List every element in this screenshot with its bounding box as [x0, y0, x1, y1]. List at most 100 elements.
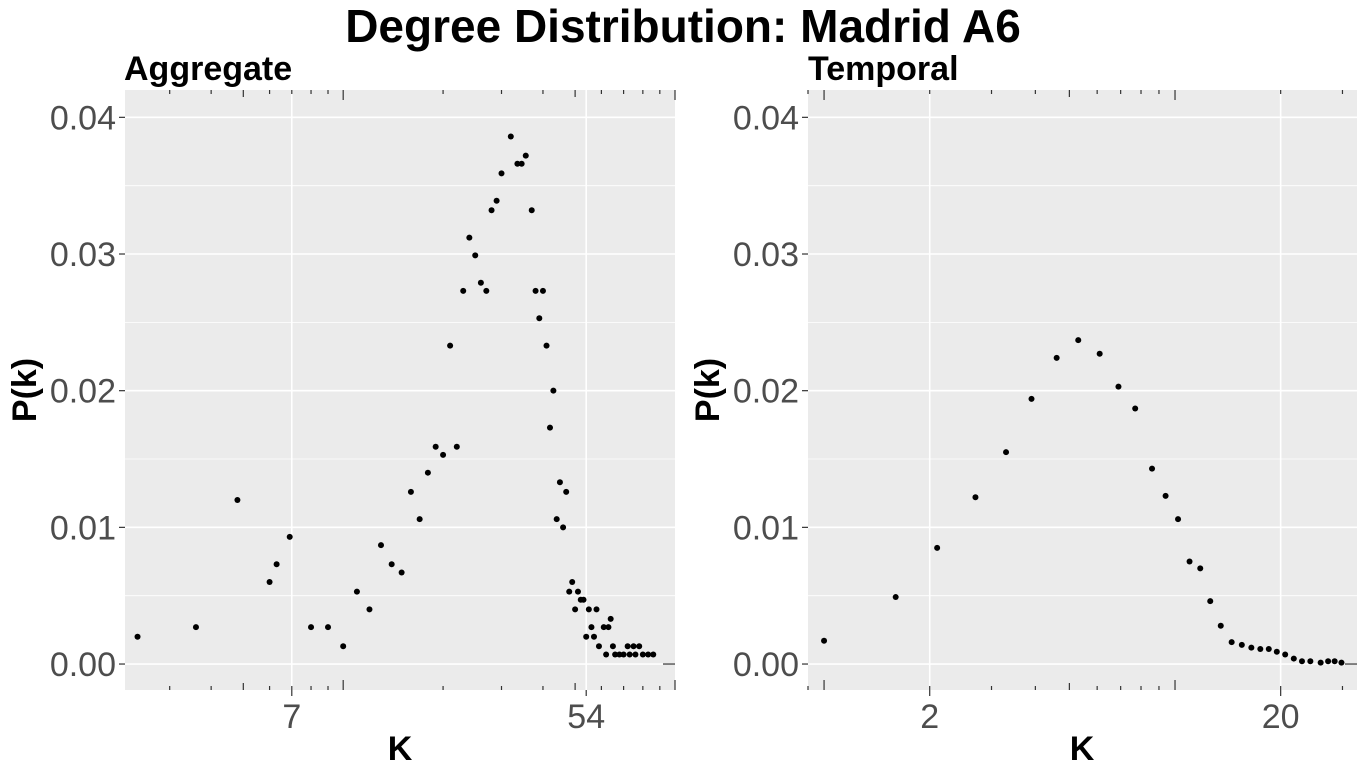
aggregate-data-point: [639, 651, 646, 658]
temporal-data-point: [1248, 644, 1255, 651]
aggregate-ylabel: P(k): [6, 358, 44, 422]
aggregate-y-tick-label: 0.04: [50, 99, 116, 137]
aggregate-data-point: [546, 424, 553, 431]
aggregate-data-point: [645, 651, 652, 658]
aggregate-panel: Aggregate P(k) K 0.00 0.01 0.02 0.03 0.04 7 54: [6, 50, 676, 768]
aggregate-data-point: [192, 624, 199, 631]
temporal-data-point: [892, 594, 899, 601]
aggregate-y-tick-label: 0.01: [50, 509, 116, 547]
aggregate-xlabel: K: [388, 730, 413, 768]
temporal-y-tick-label: 0.00: [733, 646, 799, 684]
aggregate-data-point: [585, 606, 592, 613]
aggregate-data-point: [543, 342, 550, 349]
aggregate-data-point: [483, 287, 490, 294]
temporal-ylabel: P(k): [689, 358, 727, 422]
temporal-data-point: [1075, 337, 1082, 344]
aggregate-y-tick-label: 0.02: [50, 373, 116, 411]
aggregate-data-point: [514, 160, 521, 167]
temporal-y-tick-label: 0.04: [733, 99, 799, 137]
aggregate-y-tick-label: 0.00: [50, 646, 116, 684]
aggregate-x-tick-label: 54: [567, 698, 605, 736]
aggregate-data-point: [388, 561, 395, 568]
temporal-data-point: [1265, 645, 1272, 652]
aggregate-data-point: [572, 606, 579, 613]
figure-title: Degree Distribution: Madrid A6: [345, 0, 1021, 52]
aggregate-data-point: [605, 624, 612, 631]
aggregate-data-point: [553, 516, 560, 523]
aggregate-data-point: [612, 651, 619, 658]
aggregate-data-point: [398, 569, 405, 576]
aggregate-data-point: [440, 451, 447, 458]
aggregate-data-point: [325, 624, 332, 631]
aggregate-data-point: [607, 615, 614, 622]
aggregate-data-point: [566, 588, 573, 595]
aggregate-x-tick-label: 7: [282, 698, 301, 736]
aggregate-data-point: [603, 651, 610, 658]
temporal-data-point: [1317, 659, 1324, 666]
temporal-data-point: [1132, 405, 1139, 412]
temporal-data-point: [1325, 658, 1332, 665]
aggregate-data-point: [134, 633, 141, 640]
temporal-data-point: [1228, 639, 1235, 646]
aggregate-data-point: [286, 533, 293, 540]
aggregate-data-point: [563, 488, 570, 495]
aggregate-data-point: [593, 606, 600, 613]
aggregate-data-point: [620, 651, 627, 658]
temporal-data-point: [1257, 645, 1264, 652]
temporal-data-point: [1096, 350, 1103, 357]
temporal-y-tick-label: 0.03: [733, 236, 799, 274]
aggregate-data-point: [377, 542, 384, 549]
temporal-data-point: [1298, 658, 1305, 665]
aggregate-data-point: [507, 133, 514, 140]
aggregate-data-point: [632, 651, 639, 658]
temporal-data-point: [1338, 659, 1345, 666]
aggregate-data-point: [477, 279, 484, 286]
aggregate-data-point: [234, 497, 241, 504]
aggregate-subtitle: Aggregate: [124, 50, 292, 88]
aggregate-data-point: [466, 234, 473, 241]
temporal-data-point: [972, 494, 979, 501]
aggregate-data-point: [340, 643, 347, 650]
temporal-data-point: [1115, 383, 1122, 390]
temporal-data-point: [1003, 449, 1010, 456]
aggregate-data-point: [353, 588, 360, 595]
temporal-data-point: [1028, 395, 1035, 402]
temporal-x-tick-label: 2: [920, 698, 939, 736]
aggregate-data-point: [308, 624, 315, 631]
aggregate-data-point: [624, 643, 631, 650]
aggregate-data-point: [416, 516, 423, 523]
aggregate-data-point: [366, 606, 373, 613]
temporal-data-point: [1307, 658, 1314, 665]
aggregate-data-point: [609, 643, 616, 650]
aggregate-data-point: [583, 633, 590, 640]
aggregate-data-point: [560, 524, 567, 531]
aggregate-data-point: [488, 207, 495, 214]
temporal-x-tick-label: 20: [1262, 698, 1300, 736]
aggregate-data-point: [616, 651, 623, 658]
temporal-data-point: [1175, 516, 1182, 523]
aggregate-data-point: [532, 287, 539, 294]
aggregate-data-point: [539, 287, 546, 294]
aggregate-data-point: [273, 561, 280, 568]
temporal-data-point: [821, 637, 828, 644]
temporal-data-point: [1290, 655, 1297, 662]
aggregate-data-point: [518, 160, 525, 167]
temporal-y-tick-label: 0.01: [733, 509, 799, 547]
aggregate-data-point: [472, 252, 479, 259]
aggregate-data-point: [595, 643, 602, 650]
aggregate-data-point: [522, 152, 529, 159]
temporal-data-point: [1186, 558, 1193, 565]
temporal-data-point: [1238, 641, 1245, 648]
aggregate-data-point: [424, 469, 431, 476]
aggregate-data-point: [626, 651, 633, 658]
aggregate-data-point: [528, 207, 535, 214]
aggregate-data-point: [407, 488, 414, 495]
aggregate-data-point: [447, 342, 454, 349]
aggregate-data-point: [432, 443, 439, 450]
aggregate-data-point: [460, 287, 467, 294]
aggregate-data-point: [600, 624, 607, 631]
aggregate-data-point: [580, 596, 587, 603]
aggregate-data-point: [266, 579, 273, 586]
temporal-data-point: [1149, 465, 1156, 472]
